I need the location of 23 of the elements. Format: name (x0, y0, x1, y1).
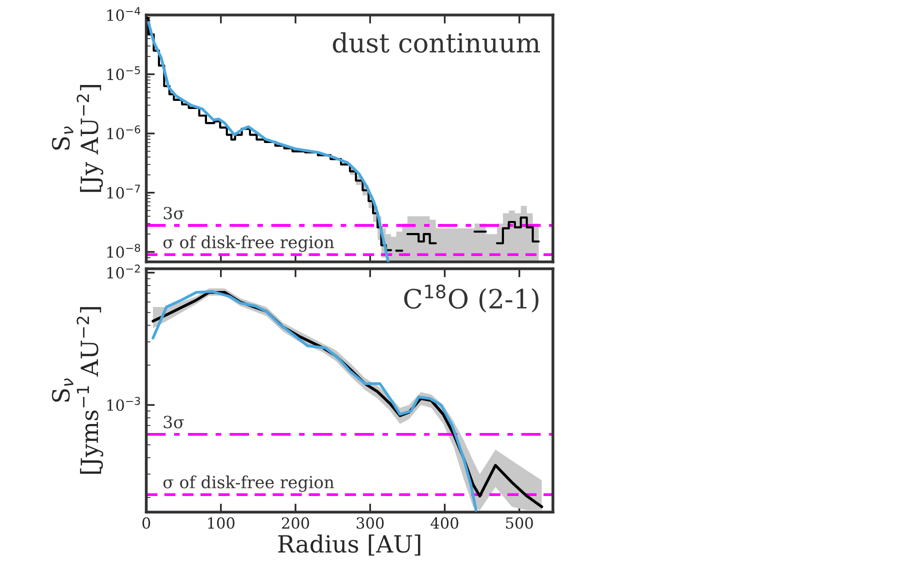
annotation: dust continuum (332, 32, 540, 53)
y-axis-title: S$_{ν}$ [Jy AU$^{−2}$] (52, 85, 104, 192)
ref-line-label: σ of disk-free region (163, 476, 334, 492)
y-tick-label: 10$^{−8}$ (107, 244, 140, 258)
x-tick-label: 400 (430, 517, 458, 529)
y-tick-label: 10$^{−6}$ (107, 125, 140, 140)
y-tick-label: 10$^{−3}$ (107, 396, 140, 411)
x-tick-label: 500 (506, 517, 533, 529)
x-tick-label: 300 (356, 517, 384, 529)
ref-line-label: σ of disk-free region (163, 235, 334, 252)
y-tick-label: 10$^{−5}$ (107, 66, 140, 80)
y-tick-label: 10$^{−4}$ (107, 7, 140, 21)
text: S$_{ν}$ [Jyms$^{−1}$ AU$^{−2}$] (52, 307, 104, 474)
x-axis-title: Radius [AU] (278, 534, 420, 556)
y-tick-label: 10$^{−7}$ (107, 184, 140, 199)
ref-line-label: 3σ (164, 206, 184, 220)
annotation: C$^{18}$O (2-1) (404, 284, 538, 312)
y-tick-label: 10$^{−2}$ (107, 264, 140, 279)
x-tick-label: 0 (142, 517, 150, 529)
ref-line-label: 3σ (164, 416, 184, 428)
line-series (147, 21, 390, 262)
x-tick-label: 200 (282, 517, 310, 529)
x-tick-label: 100 (208, 517, 234, 529)
